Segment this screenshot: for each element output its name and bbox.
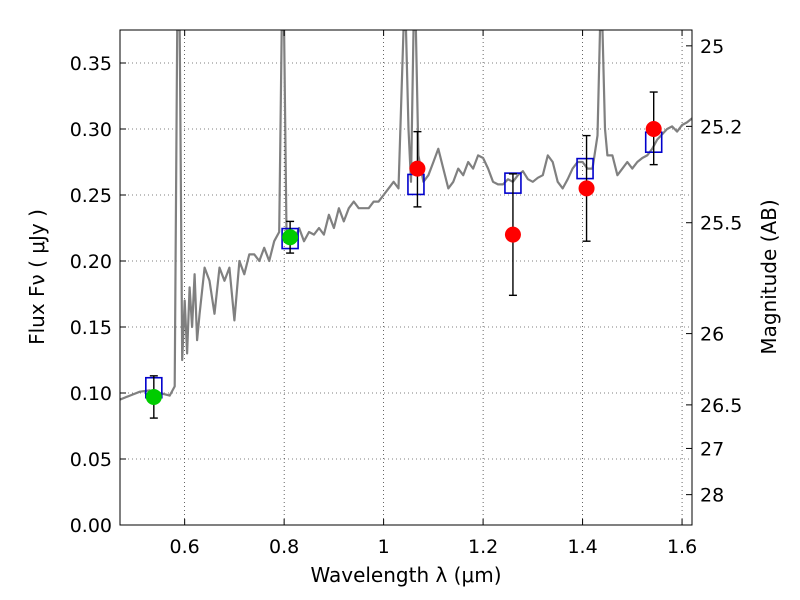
x-tick-label: 1.4 bbox=[567, 536, 597, 558]
observed-point bbox=[409, 160, 426, 177]
x-axis-ticks: 0.6 0.8 1 1.2 1.4 1.6 bbox=[170, 30, 697, 558]
model-spectrum bbox=[120, 30, 692, 401]
plot-frame bbox=[119, 29, 693, 526]
x-tick-label: 1.2 bbox=[468, 536, 498, 558]
y-tick-label: 0.25 bbox=[70, 185, 112, 207]
mag-tick-label: 25.2 bbox=[700, 116, 742, 138]
magnitude-axis-ticks: 25 25.2 25.5 26 26.5 27 28 bbox=[686, 36, 742, 507]
y-tick-label: 0.10 bbox=[70, 383, 112, 405]
y2-axis-label: Magnitude (AB) bbox=[757, 199, 781, 354]
y-axis-label: Flux Fν ( μJy ) bbox=[25, 209, 49, 345]
model-spectrum-line bbox=[120, 30, 692, 401]
y-tick-label: 0.00 bbox=[70, 515, 112, 537]
observed-point bbox=[504, 226, 521, 243]
x-axis-label: Wavelength λ (μm) bbox=[310, 563, 501, 587]
mag-tick-label: 25 bbox=[700, 36, 724, 58]
observed-point bbox=[282, 229, 299, 246]
y-tick-label: 0.30 bbox=[70, 119, 112, 141]
x-tick-label: 0.6 bbox=[170, 536, 200, 558]
y-tick-label: 0.20 bbox=[70, 251, 112, 273]
mag-tick-label: 28 bbox=[700, 485, 724, 507]
mag-tick-label: 26.5 bbox=[700, 395, 742, 417]
mag-tick-label: 27 bbox=[700, 438, 724, 460]
mag-tick-label: 26 bbox=[700, 324, 724, 346]
mag-tick-label: 25.5 bbox=[700, 213, 742, 235]
y-axis-ticks: 0.00 0.05 0.10 0.15 0.20 0.25 0.30 0.35 bbox=[70, 53, 126, 537]
observed-photometry bbox=[145, 91, 662, 419]
observed-point bbox=[645, 121, 662, 137]
observed-point bbox=[578, 180, 595, 197]
x-tick-label: 0.8 bbox=[269, 536, 299, 558]
y-tick-label: 0.05 bbox=[70, 449, 112, 471]
model-photometry-marker bbox=[576, 157, 594, 180]
plot-background bbox=[120, 30, 692, 525]
y-tick-label: 0.35 bbox=[70, 53, 112, 75]
x-tick-label: 1 bbox=[378, 536, 390, 558]
observed-point bbox=[145, 388, 162, 405]
y-tick-label: 0.15 bbox=[70, 317, 112, 339]
x-tick-label: 1.6 bbox=[667, 536, 697, 558]
